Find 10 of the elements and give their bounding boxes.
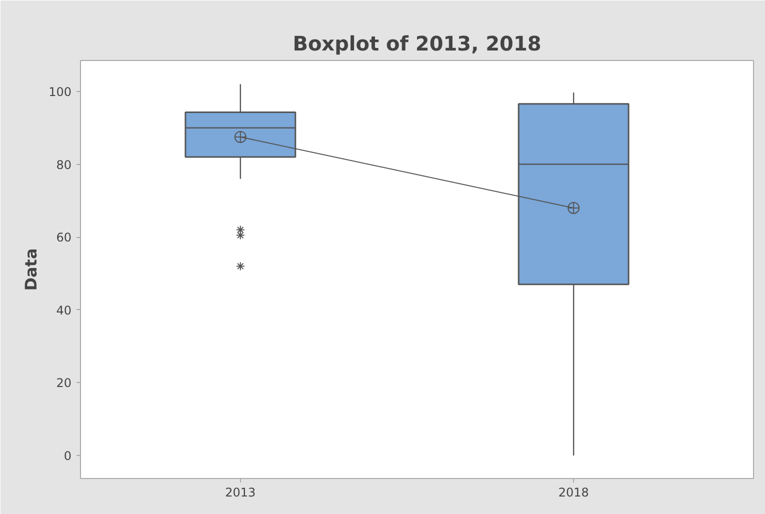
y-tick-label: 60 bbox=[56, 230, 72, 245]
x-tick-label: 2018 bbox=[558, 486, 589, 500]
x-tick-label: 2013 bbox=[225, 486, 256, 500]
y-tick-label: 100 bbox=[48, 84, 72, 99]
y-tick-label: 0 bbox=[64, 449, 72, 464]
y-tick-label: 20 bbox=[56, 376, 72, 390]
y-axis-title: Data bbox=[22, 248, 41, 291]
y-tick-label: 40 bbox=[56, 303, 72, 318]
chart-title: Boxplot of 2013, 2018 bbox=[292, 32, 542, 56]
y-tick-label: 80 bbox=[56, 158, 72, 172]
